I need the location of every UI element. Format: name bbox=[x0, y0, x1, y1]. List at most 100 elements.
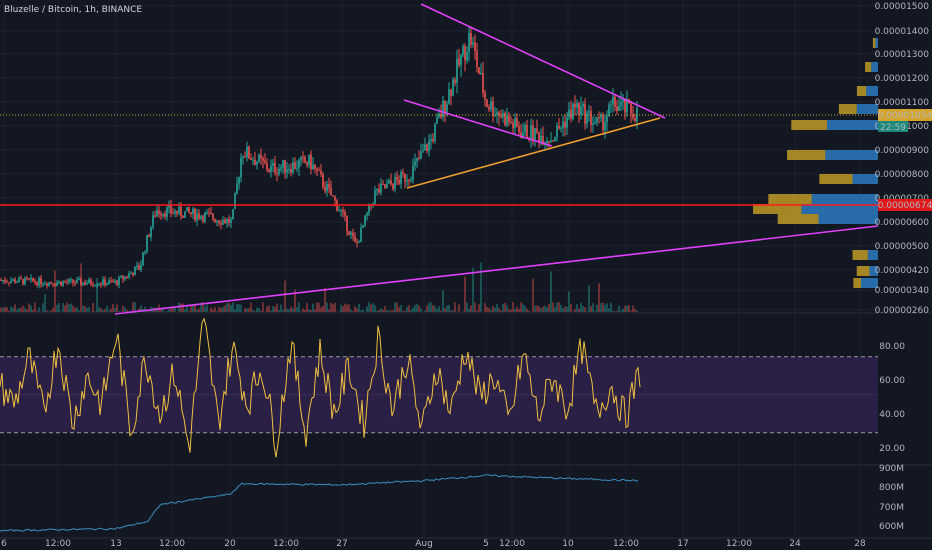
candle[interactable] bbox=[314, 164, 316, 169]
candle[interactable] bbox=[32, 277, 34, 282]
candle[interactable] bbox=[404, 173, 406, 182]
candle[interactable] bbox=[474, 42, 476, 52]
candle[interactable] bbox=[184, 211, 186, 218]
candle[interactable] bbox=[16, 281, 18, 283]
candle[interactable] bbox=[602, 114, 604, 131]
candle[interactable] bbox=[526, 124, 528, 139]
candle[interactable] bbox=[530, 125, 532, 140]
candle[interactable] bbox=[142, 252, 144, 266]
candle[interactable] bbox=[328, 184, 330, 188]
candle[interactable] bbox=[442, 100, 444, 118]
candle[interactable] bbox=[78, 278, 80, 280]
candle[interactable] bbox=[508, 115, 510, 123]
candle[interactable] bbox=[436, 117, 438, 124]
candle[interactable] bbox=[210, 212, 212, 214]
candle[interactable] bbox=[40, 278, 42, 285]
candle[interactable] bbox=[340, 210, 342, 212]
candle[interactable] bbox=[480, 72, 482, 74]
candle[interactable] bbox=[76, 279, 78, 284]
candle[interactable] bbox=[300, 156, 302, 161]
candle[interactable] bbox=[568, 109, 570, 118]
candle[interactable] bbox=[594, 122, 596, 124]
candle[interactable] bbox=[248, 146, 250, 159]
candle[interactable] bbox=[272, 163, 274, 166]
candle[interactable] bbox=[538, 132, 540, 143]
candle[interactable] bbox=[318, 170, 320, 172]
candle[interactable] bbox=[260, 154, 262, 159]
candle[interactable] bbox=[458, 58, 460, 66]
candle[interactable] bbox=[64, 281, 66, 283]
candle[interactable] bbox=[60, 281, 62, 286]
candle[interactable] bbox=[18, 277, 20, 282]
candle[interactable] bbox=[548, 140, 550, 143]
candle[interactable] bbox=[414, 161, 416, 166]
rsi-pane[interactable] bbox=[0, 317, 878, 458]
candle[interactable] bbox=[284, 159, 286, 173]
candle[interactable] bbox=[58, 281, 60, 283]
candle[interactable] bbox=[484, 93, 486, 100]
candle[interactable] bbox=[634, 118, 636, 122]
candle[interactable] bbox=[246, 146, 248, 158]
candle[interactable] bbox=[468, 33, 470, 53]
candle[interactable] bbox=[188, 207, 190, 213]
candle[interactable] bbox=[422, 150, 424, 152]
candle[interactable] bbox=[174, 210, 176, 214]
candle[interactable] bbox=[22, 278, 24, 285]
candle[interactable] bbox=[56, 282, 58, 286]
candle[interactable] bbox=[106, 283, 108, 286]
candle[interactable] bbox=[92, 284, 94, 286]
candle[interactable] bbox=[410, 180, 412, 182]
candle[interactable] bbox=[556, 125, 558, 138]
candle[interactable] bbox=[150, 227, 152, 237]
candle[interactable] bbox=[82, 282, 84, 285]
candle[interactable] bbox=[12, 279, 14, 281]
candle[interactable] bbox=[590, 111, 592, 125]
candle[interactable] bbox=[444, 100, 446, 113]
candle[interactable] bbox=[610, 104, 612, 106]
candle[interactable] bbox=[462, 45, 464, 56]
candle[interactable] bbox=[378, 188, 380, 193]
candle[interactable] bbox=[354, 236, 356, 242]
candle[interactable] bbox=[90, 279, 92, 285]
candle[interactable] bbox=[632, 113, 634, 119]
candle[interactable] bbox=[288, 169, 290, 171]
candle[interactable] bbox=[94, 285, 96, 287]
candle[interactable] bbox=[194, 208, 196, 221]
candle[interactable] bbox=[510, 122, 512, 124]
candle[interactable] bbox=[152, 215, 154, 228]
candle[interactable] bbox=[190, 212, 192, 214]
candle[interactable] bbox=[604, 122, 606, 131]
candle[interactable] bbox=[460, 55, 462, 66]
candle[interactable] bbox=[310, 154, 312, 170]
candle[interactable] bbox=[394, 176, 396, 189]
candle[interactable] bbox=[322, 174, 324, 187]
candle[interactable] bbox=[122, 276, 124, 280]
candle[interactable] bbox=[342, 210, 344, 212]
candle[interactable] bbox=[220, 223, 222, 225]
candle[interactable] bbox=[124, 276, 126, 280]
red-level-badge[interactable] bbox=[878, 199, 932, 211]
candle[interactable] bbox=[204, 212, 206, 222]
candle[interactable] bbox=[202, 216, 204, 222]
candle[interactable] bbox=[258, 154, 260, 162]
candle[interactable] bbox=[154, 215, 156, 217]
candle[interactable] bbox=[426, 144, 428, 152]
time-axis[interactable]: 6 12:00 13 12:00 20 12:00 27 Aug 5 12:00 10 12:00 17… bbox=[1, 539, 866, 549]
candle[interactable] bbox=[228, 219, 230, 224]
candle[interactable] bbox=[576, 103, 578, 108]
candle[interactable] bbox=[264, 160, 266, 163]
candle[interactable] bbox=[348, 231, 350, 235]
candle[interactable] bbox=[110, 280, 112, 282]
candle[interactable] bbox=[236, 183, 238, 194]
candle[interactable] bbox=[278, 168, 280, 175]
candle[interactable] bbox=[276, 173, 278, 175]
candle[interactable] bbox=[498, 112, 500, 116]
candle[interactable] bbox=[416, 157, 418, 162]
candle[interactable] bbox=[366, 213, 368, 216]
candle[interactable] bbox=[532, 125, 534, 141]
candle[interactable] bbox=[10, 280, 12, 283]
candle[interactable] bbox=[120, 276, 122, 278]
candle[interactable] bbox=[390, 180, 392, 185]
candle[interactable] bbox=[270, 165, 272, 172]
candle[interactable] bbox=[320, 170, 322, 175]
